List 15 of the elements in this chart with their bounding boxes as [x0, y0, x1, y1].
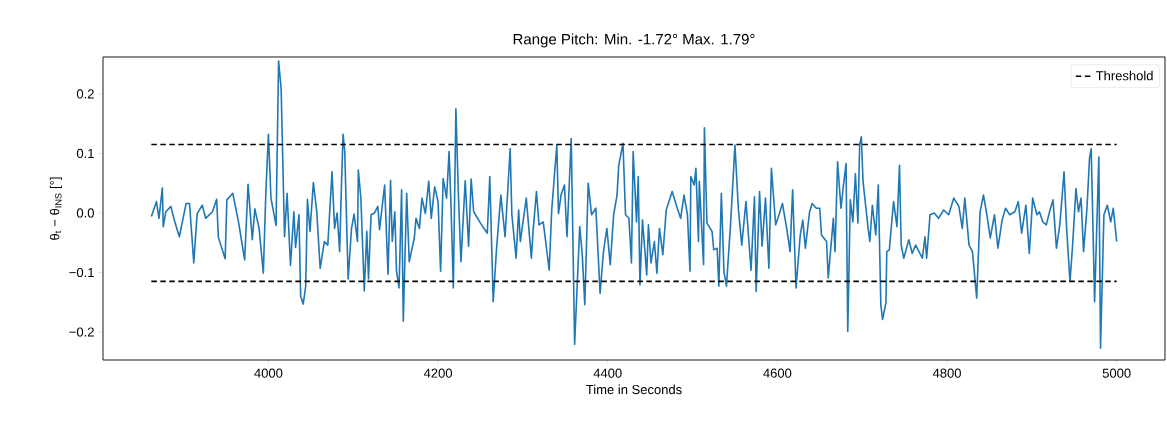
x-tick-label: 4600: [763, 368, 792, 378]
y-tick-label: −0.2: [69, 327, 94, 337]
y-tick-label: 0.0: [76, 208, 94, 218]
x-axis-title: Time in Seconds: [586, 384, 682, 395]
y-axis-title: θ$_{t}$ − θ$_{INS}$ [°]: [49, 177, 62, 240]
x-tick-label: 4000: [254, 368, 283, 378]
x-tick-label: 4200: [423, 368, 453, 378]
chart-title: Range Pitch: Min. -1.72° Max. 1.79°: [513, 33, 755, 48]
x-tick-label: 5000: [1102, 368, 1131, 378]
y-tick-label: −0.1: [69, 267, 94, 278]
legend-label: Threshold: [1095, 70, 1153, 81]
y-tick-label: 0.2: [76, 89, 94, 99]
x-tick-label: 4400: [593, 368, 622, 378]
y-tick-label: 0.1: [76, 148, 94, 159]
x-tick-label: 4800: [932, 368, 961, 378]
